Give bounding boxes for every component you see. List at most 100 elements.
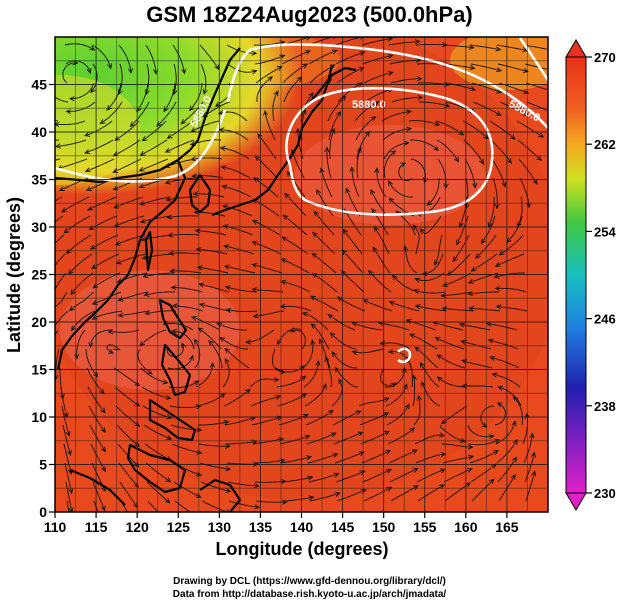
streamline bbox=[114, 120, 140, 141]
wind-arrowhead bbox=[501, 181, 507, 188]
wind-arrowhead bbox=[345, 187, 351, 194]
wind-arrowhead bbox=[171, 328, 177, 334]
streamline bbox=[469, 307, 501, 312]
streamline bbox=[467, 424, 494, 438]
streamline bbox=[463, 139, 484, 165]
streamline bbox=[352, 321, 383, 331]
streamline bbox=[362, 468, 392, 483]
streamline bbox=[136, 82, 149, 112]
wind-arrowhead bbox=[342, 228, 349, 235]
streamline bbox=[388, 180, 414, 198]
streamline bbox=[356, 131, 371, 160]
streamline bbox=[319, 338, 331, 369]
wind-arrowhead bbox=[166, 133, 173, 139]
wind-arrowhead bbox=[388, 197, 395, 203]
wind-arrowhead bbox=[280, 279, 287, 285]
wind-arrowhead bbox=[403, 244, 409, 251]
colorbar-scale bbox=[565, 56, 587, 494]
streamline bbox=[491, 158, 506, 187]
wind-arrowhead bbox=[127, 68, 134, 74]
wind-arrowhead bbox=[414, 277, 421, 283]
streamline bbox=[92, 310, 123, 320]
wind-arrowhead bbox=[312, 231, 318, 238]
streamline bbox=[381, 111, 412, 122]
wind-arrowhead bbox=[100, 446, 106, 453]
streamline bbox=[447, 253, 471, 276]
colorbar-tick-label: 254 bbox=[594, 224, 616, 239]
streamline bbox=[222, 205, 253, 217]
wind-arrowhead bbox=[302, 63, 308, 69]
wind-arrowhead bbox=[195, 246, 202, 253]
wind-arrowhead bbox=[66, 449, 72, 456]
streamline bbox=[257, 133, 277, 160]
streamline bbox=[137, 348, 153, 375]
streamline bbox=[412, 224, 420, 255]
streamline bbox=[371, 208, 389, 236]
streamline bbox=[64, 43, 95, 51]
streamline bbox=[226, 44, 257, 54]
wind-arrowhead bbox=[99, 119, 106, 125]
wind-arrowhead bbox=[402, 383, 408, 390]
wind-arrowhead bbox=[301, 311, 308, 317]
wind-arrowhead bbox=[141, 254, 148, 260]
wind-arrowhead bbox=[355, 410, 362, 416]
streamline bbox=[145, 44, 157, 74]
streamline bbox=[442, 455, 474, 464]
wind-arrowhead bbox=[470, 266, 477, 272]
streamline bbox=[120, 500, 128, 512]
wind-arrowhead bbox=[164, 498, 171, 504]
streamline bbox=[421, 382, 441, 407]
wind-arrowhead bbox=[444, 102, 451, 108]
streamline bbox=[490, 139, 512, 164]
wind-arrowhead bbox=[91, 264, 97, 270]
streamline bbox=[516, 120, 544, 138]
streamline bbox=[217, 322, 248, 331]
wind-arrowhead bbox=[436, 376, 443, 382]
wind-arrowhead bbox=[129, 121, 136, 128]
streamline bbox=[169, 252, 201, 255]
wind-arrowhead bbox=[511, 420, 517, 427]
streamline bbox=[419, 362, 440, 388]
wind-arrowhead bbox=[532, 178, 538, 185]
wind-arrowhead bbox=[387, 53, 394, 59]
wind-arrowhead bbox=[415, 57, 422, 63]
streamline bbox=[523, 433, 533, 464]
streamline bbox=[198, 327, 222, 350]
wind-arrowhead bbox=[373, 101, 380, 106]
wind-arrowhead bbox=[68, 507, 74, 512]
streamline bbox=[440, 424, 466, 443]
y-tick-label: 40 bbox=[31, 124, 47, 140]
y-axis-label: Latitude (degrees) bbox=[4, 197, 24, 353]
wind-arrowhead bbox=[88, 342, 94, 349]
streamline bbox=[227, 481, 259, 487]
streamline bbox=[222, 358, 230, 388]
streamline bbox=[92, 481, 106, 511]
wind-arrowhead bbox=[89, 244, 96, 250]
wind-arrowhead bbox=[191, 173, 198, 179]
wind-arrowhead bbox=[144, 310, 151, 316]
wind-arrowhead bbox=[441, 306, 448, 312]
wind-arrowhead bbox=[251, 439, 258, 445]
streamline bbox=[444, 82, 476, 91]
wind-arrowhead bbox=[171, 303, 178, 309]
streamline bbox=[442, 307, 474, 312]
wind-arrowhead bbox=[138, 166, 145, 172]
streamline bbox=[55, 96, 69, 103]
wind-arrowhead bbox=[146, 369, 153, 375]
wind-arrowhead bbox=[254, 155, 261, 161]
wind-arrowhead bbox=[219, 392, 226, 399]
streamline bbox=[480, 405, 495, 428]
streamline bbox=[113, 158, 142, 173]
streamline bbox=[497, 457, 517, 483]
streamline bbox=[115, 405, 140, 427]
wind-arrowhead bbox=[85, 186, 92, 192]
wind-arrowhead bbox=[493, 273, 500, 279]
streamline bbox=[106, 82, 122, 111]
streamline bbox=[320, 168, 333, 198]
streamline bbox=[404, 245, 418, 274]
wind-arrowhead bbox=[538, 132, 545, 138]
streamline bbox=[362, 55, 393, 65]
wind-arrowhead bbox=[416, 76, 423, 82]
colorbar-tick-label: 238 bbox=[594, 399, 616, 414]
wind-arrowhead bbox=[168, 250, 175, 256]
